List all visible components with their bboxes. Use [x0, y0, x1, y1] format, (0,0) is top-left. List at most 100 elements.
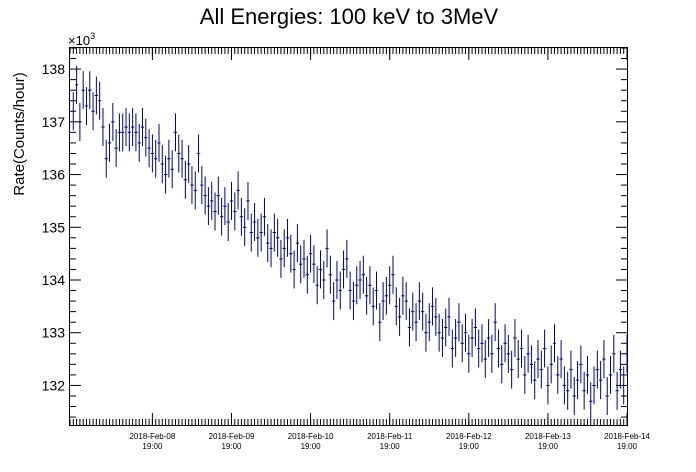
data-point: [246, 181, 250, 220]
data-point: [427, 303, 431, 342]
data-point: [506, 334, 510, 373]
data-point: [81, 71, 85, 110]
data-point: [282, 229, 286, 268]
data-point: [394, 287, 398, 326]
data-point: [98, 81, 102, 120]
data-point: [381, 282, 385, 321]
data-point: [430, 287, 435, 326]
data-point: [608, 355, 613, 394]
data-point: [203, 176, 207, 215]
data-point: [411, 292, 415, 331]
data-point: [292, 250, 296, 289]
plot-frame: [69, 47, 628, 426]
data-point: [299, 245, 303, 284]
data-point: [101, 108, 105, 147]
data-point: [529, 345, 534, 384]
data-point: [424, 313, 428, 352]
x-tick-label-date: 2018-Feb-11: [367, 432, 413, 441]
data-point: [388, 266, 392, 305]
y-tick-label: 133: [42, 325, 66, 341]
x-tick-label-time: 19:00: [221, 442, 242, 451]
x-tick-label-date: 2018-Feb-12: [446, 432, 492, 441]
y-multiplier-exponent: 3: [90, 31, 95, 41]
data-point: [193, 171, 197, 210]
data-point: [589, 382, 593, 421]
data-point: [539, 350, 543, 389]
data-point: [361, 255, 365, 294]
data-point: [526, 334, 530, 373]
x-tick-label-time: 19:00: [301, 442, 322, 451]
x-tick-label-time: 19:00: [459, 442, 480, 451]
data-point: [536, 340, 540, 379]
data-point: [391, 255, 395, 294]
data-point: [275, 218, 280, 257]
data-point: [486, 319, 491, 357]
data-point: [384, 276, 389, 315]
data-point: [503, 324, 507, 363]
data-point: [249, 213, 253, 252]
data-point: [74, 65, 79, 104]
data-point: [549, 345, 553, 384]
data-point: [140, 108, 145, 147]
data-point: [572, 377, 576, 415]
data-point: [144, 118, 148, 157]
data-point: [94, 76, 99, 115]
data-point: [289, 234, 293, 273]
data-point: [269, 229, 273, 268]
data-point: [460, 324, 464, 363]
data-point: [183, 160, 188, 199]
data-point: [134, 113, 138, 152]
data-point: [401, 276, 405, 315]
y-tick-label: 137: [42, 114, 66, 130]
data-point: [569, 350, 573, 389]
chart-title: All Energies: 100 keV to 3MeV: [200, 4, 499, 29]
data-point: [533, 361, 537, 400]
data-point: [243, 208, 247, 247]
data-point: [137, 123, 141, 162]
data-point: [196, 134, 201, 173]
data-point: [325, 229, 329, 268]
data-point: [374, 271, 379, 310]
data-point: [107, 123, 112, 162]
data-point: [305, 255, 309, 294]
data-point: [368, 266, 372, 305]
data-point: [585, 355, 590, 394]
axes: 1321331341351361371382018-Feb-0819:00201…: [42, 47, 650, 451]
data-point: [154, 139, 158, 178]
data-point: [579, 345, 583, 384]
data-point: [598, 361, 603, 400]
data-point: [470, 319, 474, 357]
data-point: [180, 139, 184, 178]
data-point: [473, 308, 478, 347]
data-point: [332, 282, 336, 321]
data-point: [127, 113, 131, 152]
data-point: [147, 129, 151, 168]
data-point: [341, 250, 346, 289]
data-point: [378, 303, 382, 342]
data-point: [163, 155, 168, 194]
data-point: [404, 282, 408, 321]
data-point: [187, 145, 191, 183]
data-point: [407, 308, 412, 347]
data-point: [358, 261, 362, 299]
data-point: [219, 197, 224, 236]
data-point: [444, 308, 448, 347]
data-point: [615, 371, 619, 410]
data-point: [91, 92, 95, 131]
data-point: [463, 313, 468, 352]
data-point: [516, 340, 520, 379]
data-point: [233, 192, 237, 231]
data-point: [414, 303, 418, 342]
y-axis-label: Rate(Counts/hour): [11, 72, 28, 195]
data-point: [71, 92, 75, 131]
data-point: [157, 123, 161, 162]
data-point: [546, 366, 550, 405]
x-tick-label-date: 2018-Feb-14: [604, 432, 650, 441]
y-tick-label: 136: [42, 167, 66, 183]
data-point: [483, 340, 487, 379]
data-point: [121, 113, 125, 152]
data-point: [239, 197, 244, 236]
data-point: [84, 87, 89, 125]
